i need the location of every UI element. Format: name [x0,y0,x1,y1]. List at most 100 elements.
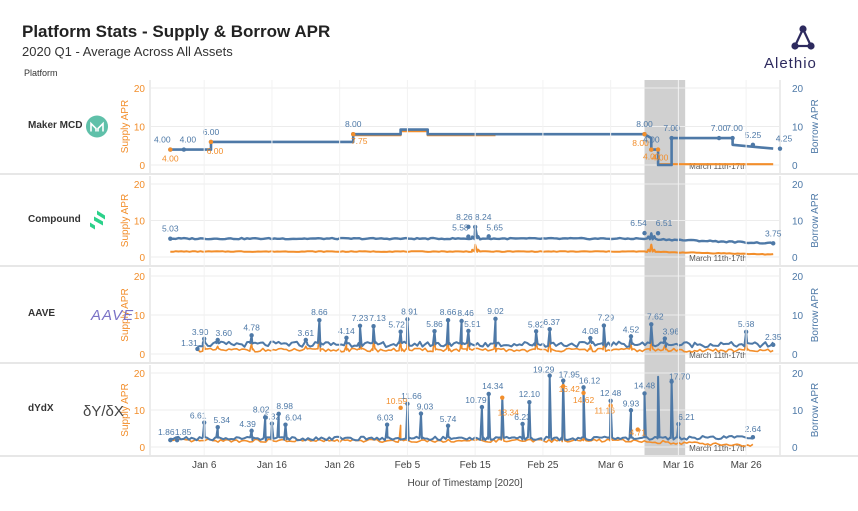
data-point-marker [174,437,180,443]
data-label: 5.65 [486,222,503,232]
data-label: 7.00 [726,123,743,133]
data-point-marker [479,404,485,410]
supply-line [170,412,754,447]
data-point-marker [777,146,783,151]
data-label: 11.66 [401,391,422,401]
left-axis-title: Supply APR [120,100,131,153]
data-label: 5.91 [464,319,481,329]
data-label: 4.00 [180,135,197,145]
data-label: 1.31 [181,338,198,348]
highlight-label: March 11th-17th [689,254,747,263]
data-point-marker [445,423,451,428]
left-tick-label: 10 [134,311,146,322]
right-axis-title: Borrow APR [810,383,821,437]
data-point-marker [547,326,552,332]
highlight-label: March 11th-17th [689,444,747,453]
data-label: 3.96 [663,327,680,337]
data-label: 5.86 [426,319,443,329]
data-label: 5.58 [452,223,469,233]
right-tick-label: 0 [792,161,798,172]
right-tick-label: 0 [792,443,798,454]
data-point-marker [500,395,505,400]
data-point-marker [655,231,661,236]
right-tick-label: 20 [792,180,804,191]
data-label: 3.90 [192,327,209,337]
left-tick-label: 0 [139,253,145,264]
maker-icon [86,115,108,138]
data-label: 8.98 [276,401,293,411]
data-point-marker [662,336,668,341]
alethio-brand-text: Alethio [764,55,817,72]
data-label: 14.34 [482,381,504,391]
data-point-marker [249,333,254,338]
platform-label: Compound [28,213,81,225]
platform-label: Maker MCD [28,119,83,131]
data-label: 6.23 [514,412,531,422]
right-tick-label: 0 [792,350,798,361]
data-label: 7.00 [663,123,680,133]
data-point-marker [635,427,640,432]
data-point-marker [432,328,437,334]
right-axis-title: Borrow APR [810,99,821,153]
left-tick-label: 20 [134,272,146,283]
data-point-marker [384,422,390,427]
left-tick-label: 0 [139,350,145,361]
data-label: 8.00 [636,119,653,129]
data-point-marker [215,425,220,430]
alethio-logo-icon [791,25,815,50]
data-point-marker [181,147,187,152]
data-point-marker [466,224,471,230]
data-point-marker [215,337,220,343]
data-label: 4.71 [629,428,646,438]
data-point-marker [561,378,566,383]
data-label: 8.91 [401,306,418,316]
maker-icon-glyph [90,121,104,132]
data-point-marker [168,236,173,241]
data-label: 7.29 [598,313,615,323]
data-point-marker [649,147,654,152]
data-label: 8.00 [345,119,362,129]
data-label: 2.64 [745,424,762,434]
compound-icon [90,210,105,230]
x-tick-label: Jan 26 [325,460,355,471]
data-label: 5.25 [745,130,762,140]
data-point-marker [588,335,593,341]
platform-label: AAVE [28,308,56,319]
data-point-marker [669,135,674,141]
data-point-marker [168,147,173,152]
data-label: 1.85 [175,427,192,437]
data-label: 3.75 [765,228,782,238]
x-tick-label: Jan 16 [257,460,287,471]
data-point-marker [208,139,214,145]
x-tick-label: Mar 16 [663,460,695,471]
data-label: 8.02 [253,404,270,414]
x-tick-label: Mar 6 [598,460,624,471]
data-point-marker [351,132,356,137]
data-label: 4.78 [243,322,260,332]
data-label: 6.04 [285,413,302,423]
data-label: 4.00 [643,152,660,162]
data-point-marker [249,428,254,433]
data-label: 9.02 [487,306,504,316]
data-label: 4.00 [643,135,660,145]
borrow-line [170,374,754,442]
data-label: 6.51 [656,218,673,228]
data-label: 5.34 [213,415,230,425]
data-point-marker [317,318,322,323]
data-label: 12.10 [519,389,541,399]
data-point-marker [486,391,491,397]
data-point-marker [771,342,776,348]
data-point-marker [398,405,403,411]
data-point-marker [493,316,498,322]
data-point-marker [371,323,376,329]
right-tick-label: 20 [792,272,804,283]
data-point-marker [303,337,309,343]
data-point-marker [649,322,654,327]
data-label: 6.37 [543,317,560,327]
data-point-marker [642,391,647,396]
left-tick-label: 10 [134,123,146,134]
data-point-marker [445,318,451,323]
data-point-marker [601,323,607,328]
data-label: 17.95 [559,370,581,380]
x-tick-label: Jan 6 [192,460,217,471]
